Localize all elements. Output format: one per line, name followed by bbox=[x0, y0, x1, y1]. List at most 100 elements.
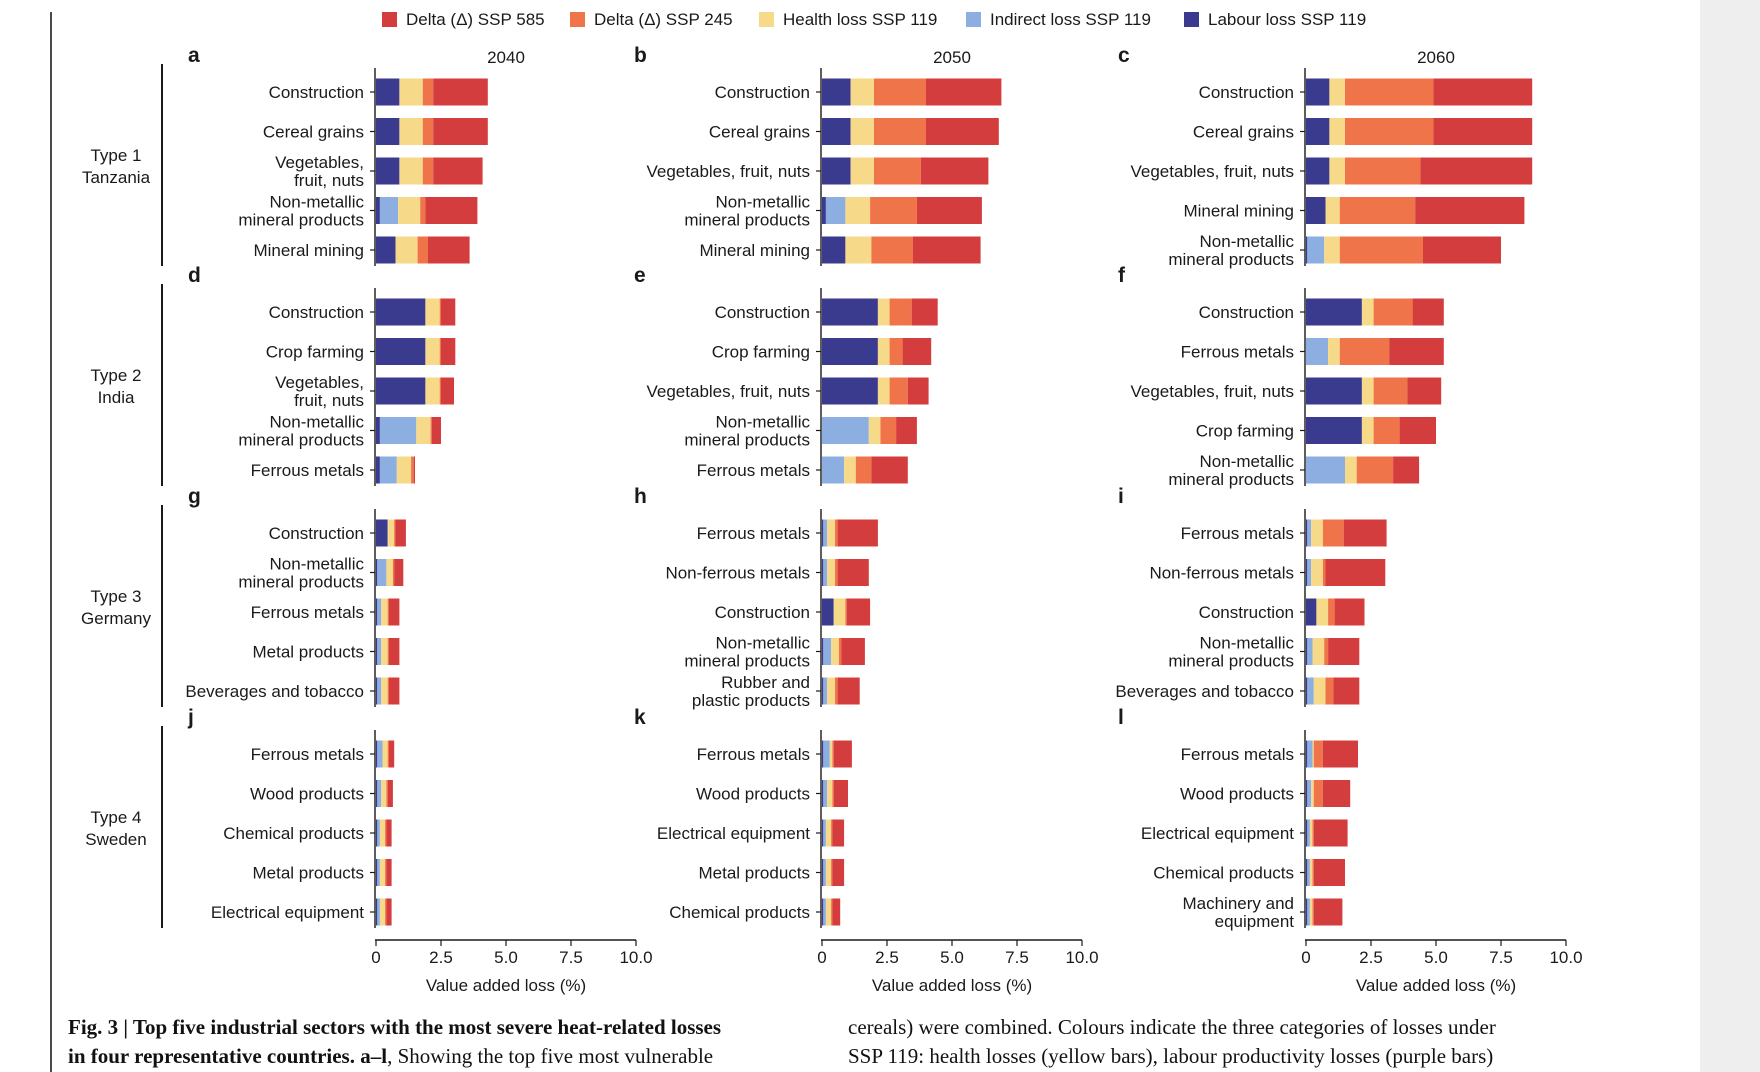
bar-segment-delta_245 bbox=[1312, 859, 1314, 886]
bar-segment-delta_585 bbox=[1313, 859, 1345, 886]
x-tick-label: 5.0 bbox=[494, 948, 518, 967]
bar-segment-delta_585 bbox=[1333, 677, 1360, 705]
bar-segment-indirect_119 bbox=[1306, 456, 1345, 484]
bar-segment-delta_585 bbox=[1334, 598, 1365, 626]
bar-segment-labour_119 bbox=[1306, 819, 1308, 847]
bar-segment-health_119 bbox=[1361, 377, 1374, 405]
bar-segment-delta_245 bbox=[1373, 417, 1400, 444]
bar-segment-delta_585 bbox=[916, 197, 982, 224]
sector-label: Vegetables, fruit, nuts bbox=[647, 382, 811, 401]
sector-label: Electrical equipment bbox=[1141, 824, 1294, 843]
panel-letter-k: k bbox=[634, 706, 646, 729]
bar-segment-delta_585 bbox=[1433, 78, 1533, 106]
bar-segment-labour_119 bbox=[376, 677, 378, 705]
bar-segment-delta_245 bbox=[387, 638, 389, 665]
bar-segment-health_119 bbox=[844, 456, 856, 484]
bar-segment-labour_119 bbox=[1306, 638, 1308, 665]
bar-segment-delta_245 bbox=[387, 677, 389, 705]
sector-label: mineral products bbox=[238, 211, 364, 230]
bar-segment-labour_119 bbox=[376, 559, 378, 586]
bar-segment-labour_119 bbox=[1306, 559, 1308, 586]
bar-segment-indirect_119 bbox=[377, 677, 382, 705]
sector-label: Rubber and bbox=[721, 673, 810, 692]
legend-label-delta_245: Delta (Δ) SSP 245 bbox=[594, 10, 733, 29]
sector-label: mineral products bbox=[238, 573, 364, 592]
bar-segment-indirect_119 bbox=[377, 819, 380, 847]
bar-segment-indirect_119 bbox=[379, 417, 417, 444]
bar-segment-delta_585 bbox=[926, 78, 1002, 106]
bar-segment-delta_245 bbox=[1312, 898, 1314, 926]
bar-segment-delta_245 bbox=[1328, 598, 1335, 626]
sector-label: Ferrous metals bbox=[1181, 524, 1294, 543]
bar-segment-delta_585 bbox=[386, 819, 392, 847]
bar-segment-health_119 bbox=[825, 898, 832, 926]
bar-segment-delta_245 bbox=[1345, 118, 1434, 145]
bar-segment-delta_245 bbox=[387, 598, 389, 626]
x-tick-label: 2.5 bbox=[875, 948, 899, 967]
x-tick-label: 0 bbox=[817, 948, 826, 967]
bar-segment-delta_585 bbox=[1433, 118, 1533, 145]
bar-segment-indirect_119 bbox=[825, 197, 846, 224]
sector-label: mineral products bbox=[238, 431, 364, 450]
sector-label: Chemical products bbox=[1153, 864, 1294, 883]
bar-segment-health_119 bbox=[386, 559, 393, 586]
bar-segment-delta_585 bbox=[433, 118, 488, 145]
bar-segment-indirect_119 bbox=[379, 197, 399, 224]
bar-segment-delta_585 bbox=[433, 157, 483, 185]
sector-label: Non-metallic bbox=[1200, 232, 1295, 251]
bar-segment-delta_245 bbox=[1322, 559, 1326, 586]
year-header-2040: 2040 bbox=[487, 48, 525, 67]
sector-label: Electrical equipment bbox=[211, 903, 364, 922]
bar-segment-indirect_119 bbox=[822, 417, 869, 444]
bar-segment-delta_245 bbox=[889, 338, 903, 365]
bar-segment-health_119 bbox=[381, 780, 387, 807]
bar-segment-labour_119 bbox=[822, 819, 824, 847]
bar-segment-indirect_119 bbox=[823, 780, 828, 807]
bar-segment-delta_245 bbox=[831, 859, 833, 886]
sector-label: Construction bbox=[269, 303, 364, 322]
sector-label: Construction bbox=[715, 603, 810, 622]
bar-segment-delta_245 bbox=[1339, 197, 1416, 224]
sector-label: Non-metallic bbox=[270, 193, 365, 212]
bar-segment-delta_585 bbox=[1407, 377, 1442, 405]
bar-segment-delta_585 bbox=[1322, 780, 1351, 807]
bar-segment-health_119 bbox=[1324, 236, 1340, 264]
bar-segment-delta_245 bbox=[422, 118, 434, 145]
bar-segment-indirect_119 bbox=[823, 819, 826, 847]
bar-segment-delta_585 bbox=[1328, 638, 1360, 665]
bar-segment-delta_585 bbox=[441, 377, 454, 405]
bar-segment-delta_585 bbox=[425, 197, 478, 224]
bar-segment-delta_585 bbox=[441, 338, 456, 365]
bar-segment-labour_119 bbox=[376, 819, 378, 847]
bar-segment-health_119 bbox=[1329, 118, 1345, 145]
bar-segment-delta_585 bbox=[837, 677, 860, 705]
bar-segment-indirect_119 bbox=[1307, 236, 1325, 264]
bar-segment-delta_585 bbox=[1325, 559, 1386, 586]
bar-segment-health_119 bbox=[387, 519, 395, 547]
bar-segment-indirect_119 bbox=[1307, 780, 1312, 807]
bar-segment-health_119 bbox=[425, 377, 440, 405]
bar-segment-indirect_119 bbox=[823, 898, 826, 926]
bar-segment-health_119 bbox=[399, 78, 423, 106]
sector-label: Chemical products bbox=[223, 824, 364, 843]
caption-line2-rest: , Showing the top five most vulnerable bbox=[387, 1044, 714, 1068]
sector-label: equipment bbox=[1215, 912, 1295, 931]
bar-segment-labour_119 bbox=[822, 859, 824, 886]
figure-caption-right: cereals) were combined. Colours indicate… bbox=[848, 1013, 1496, 1071]
bar-segment-indirect_119 bbox=[377, 740, 383, 768]
bar-segment-health_119 bbox=[825, 819, 832, 847]
x-axis-title: Value added loss (%) bbox=[426, 976, 586, 995]
bar-segment-health_119 bbox=[1328, 338, 1340, 365]
sector-label: Chemical products bbox=[669, 903, 810, 922]
bar-segment-health_119 bbox=[396, 456, 412, 484]
bar-segment-labour_119 bbox=[1306, 417, 1362, 444]
bar-segment-health_119 bbox=[1329, 157, 1345, 185]
bar-segment-health_119 bbox=[827, 519, 835, 547]
bar-segment-health_119 bbox=[827, 559, 835, 586]
bar-segment-health_119 bbox=[1311, 559, 1323, 586]
bar-segment-delta_585 bbox=[1393, 456, 1420, 484]
bar-segment-indirect_119 bbox=[377, 859, 380, 886]
bar-segment-delta_585 bbox=[1313, 898, 1343, 926]
sector-label: Mineral mining bbox=[1183, 202, 1294, 221]
bar-segment-labour_119 bbox=[822, 740, 824, 768]
